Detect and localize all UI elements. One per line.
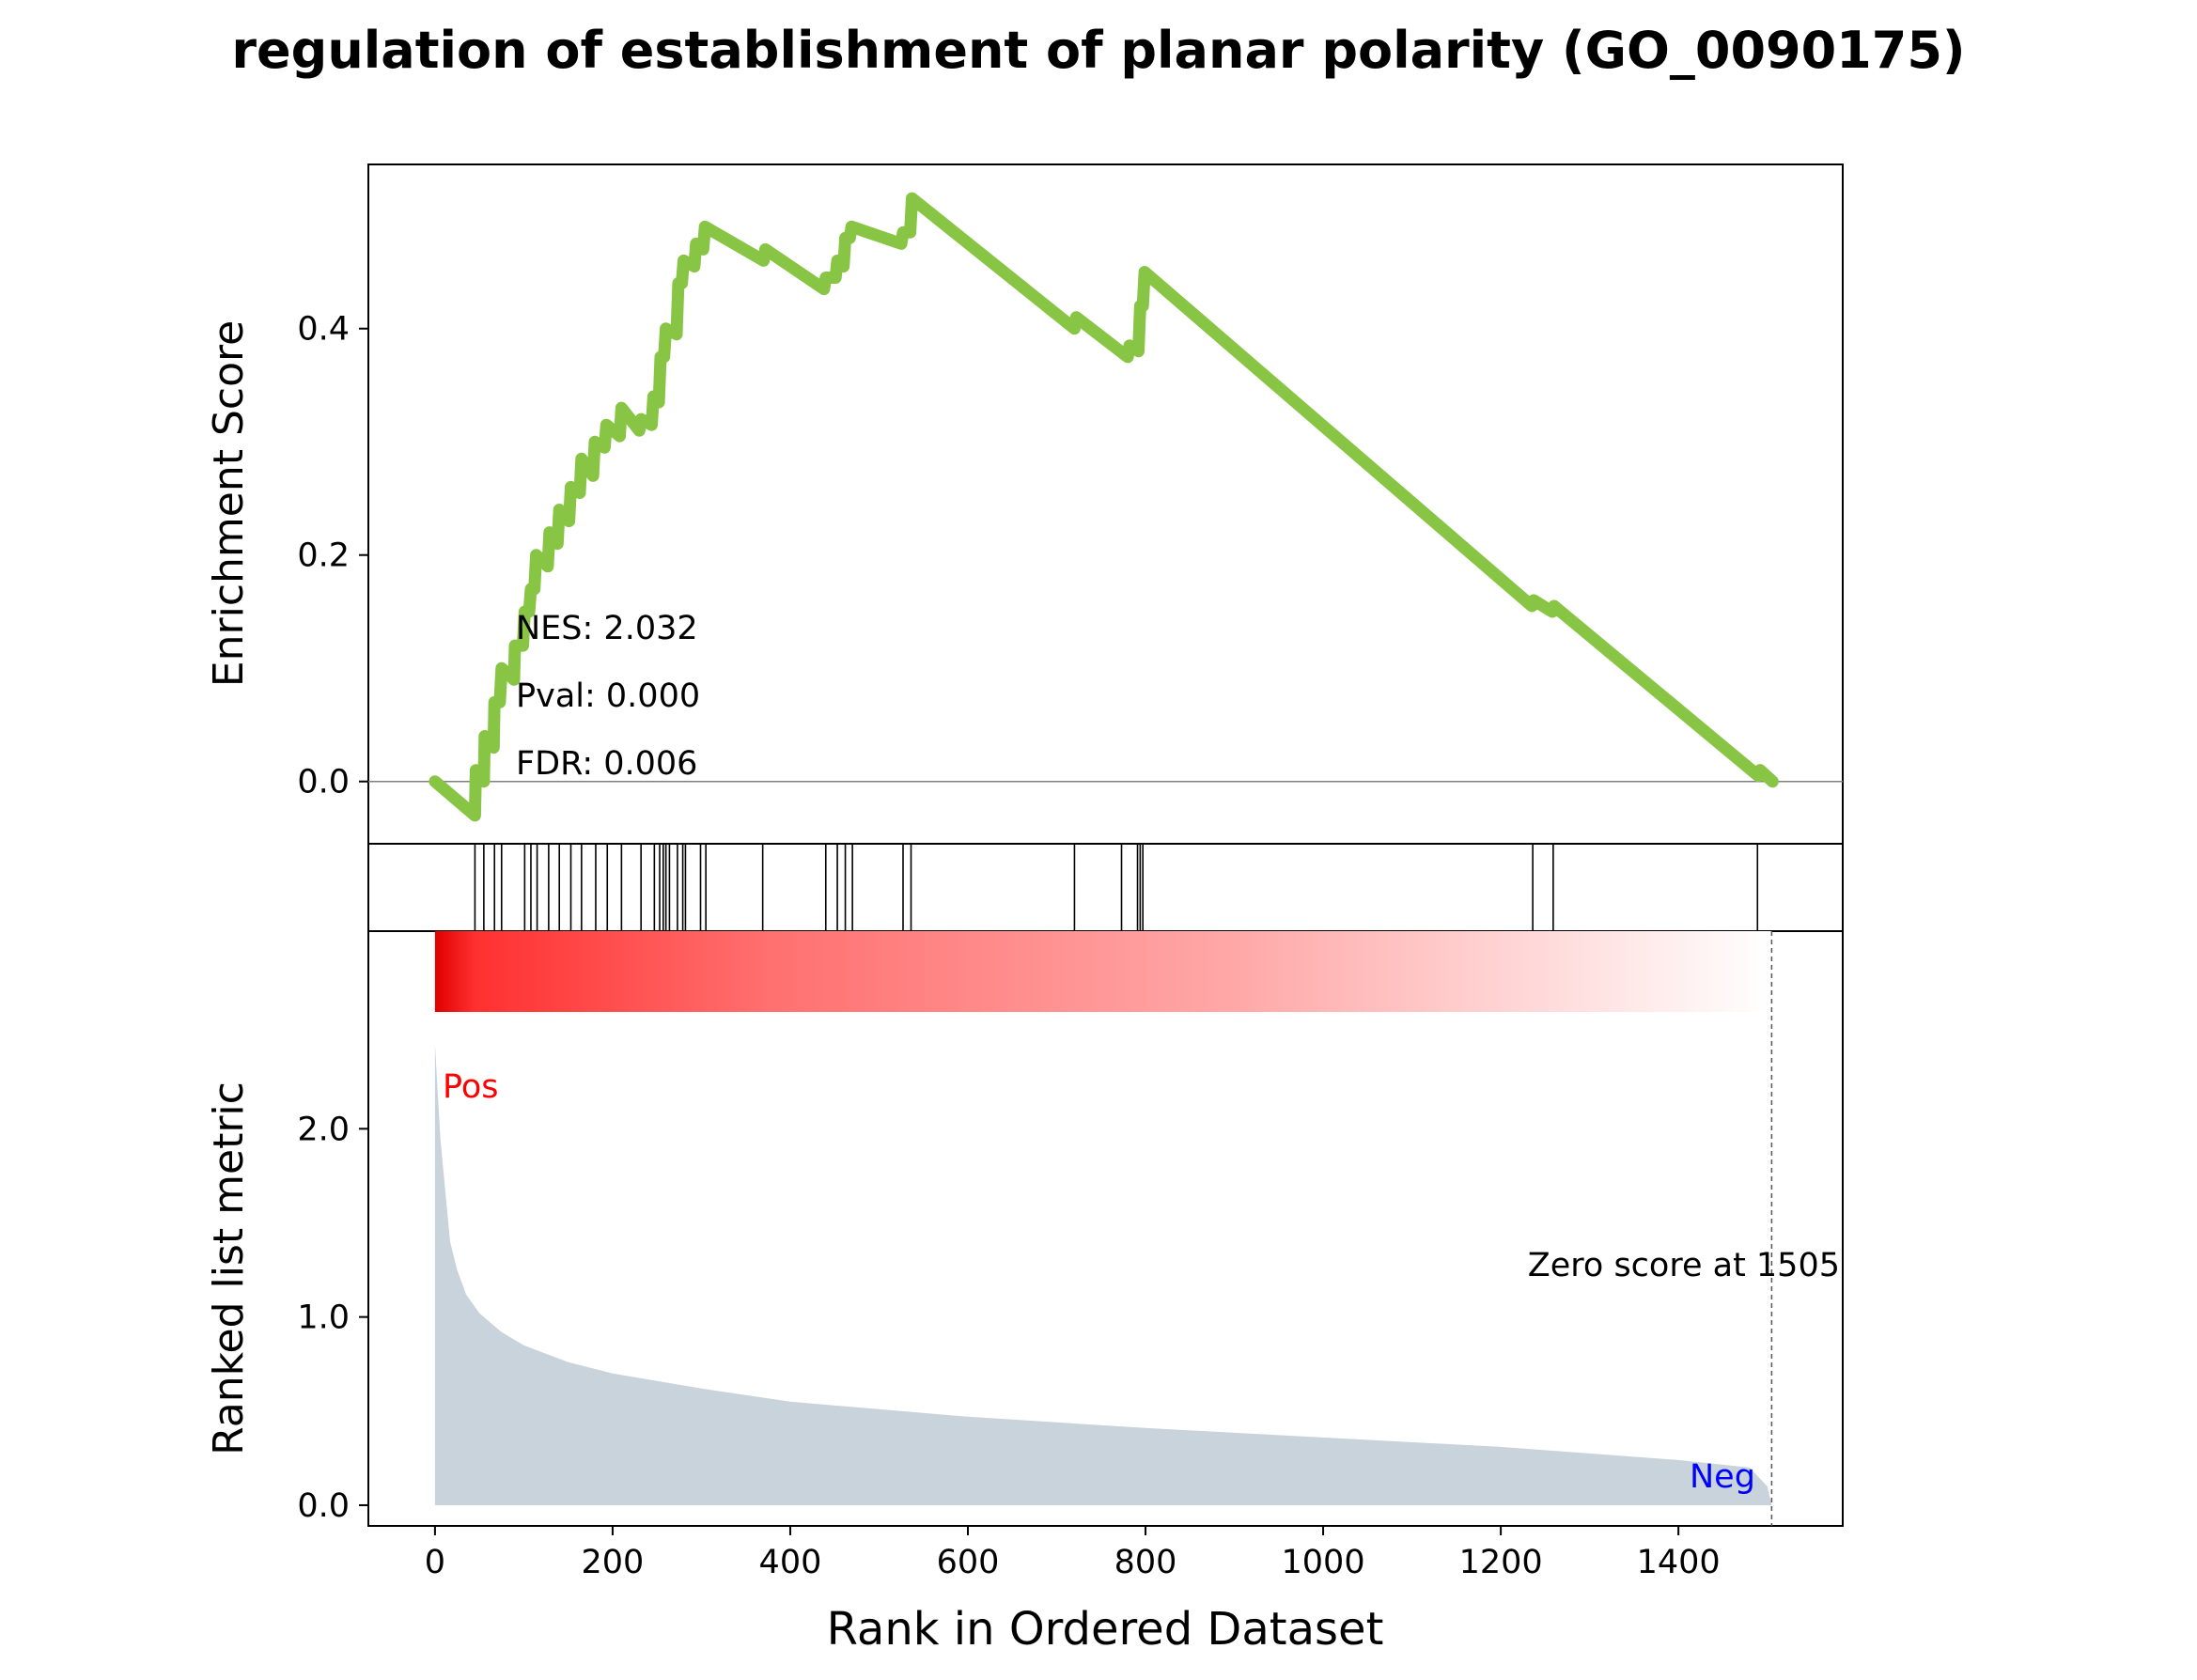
- metric-y-tick-label: 0.0: [297, 1487, 350, 1525]
- heat-layer: [434, 931, 1772, 1012]
- metric-y-tick-label: 2.0: [297, 1111, 350, 1148]
- pval-annotation: Pval: 0.000: [516, 677, 700, 715]
- x-tick-label: 1200: [1459, 1544, 1543, 1581]
- x-tick-label: 0: [425, 1544, 445, 1581]
- nes-annotation: NES: 2.032: [516, 610, 698, 647]
- x-axis-label: Rank in Ordered Dataset: [827, 1603, 1384, 1656]
- axes-layer: 0.0 0.2 0.4 0.0 1.0 2.0 0 200 400 600 800 1000 1200 1…: [297, 311, 1720, 1581]
- x-tick-label: 400: [759, 1544, 822, 1581]
- x-tick-label: 600: [937, 1544, 1000, 1581]
- es-y-tick-label: 0.4: [297, 311, 350, 349]
- enrichment-score-line: [428, 192, 1779, 822]
- enrichment-panel-frame: [367, 163, 1844, 845]
- y-axis-label-metric: Ranked list metric: [205, 1081, 253, 1455]
- enrichment-layer: [428, 192, 1779, 822]
- es-y-tick-label: 0.2: [297, 537, 350, 575]
- chart-title: regulation of establishment of planar po…: [231, 21, 1966, 80]
- hits-panel-frame: [367, 843, 1844, 932]
- metric-y-tick-label: 1.0: [297, 1299, 350, 1337]
- pos-label: Pos: [443, 1068, 499, 1106]
- hits-layer: [474, 844, 1759, 931]
- ranked-metric-area: [434, 1044, 1772, 1505]
- ranked-metric-heatbar: [434, 931, 1772, 1012]
- x-tick-label: 800: [1114, 1544, 1177, 1581]
- x-tick-label: 1400: [1637, 1544, 1721, 1581]
- zero-score-label: Zero score at 1505: [1528, 1247, 1840, 1284]
- neg-label: Neg: [1690, 1458, 1755, 1496]
- fdr-annotation: FDR: 0.006: [516, 745, 697, 783]
- x-tick-label: 1000: [1282, 1544, 1365, 1581]
- es-y-tick-label: 0.0: [297, 764, 350, 801]
- x-tick-label: 200: [582, 1544, 645, 1581]
- metric-layer: [434, 931, 1773, 1526]
- y-axis-label-enrichment: Enrichment Score: [205, 320, 253, 687]
